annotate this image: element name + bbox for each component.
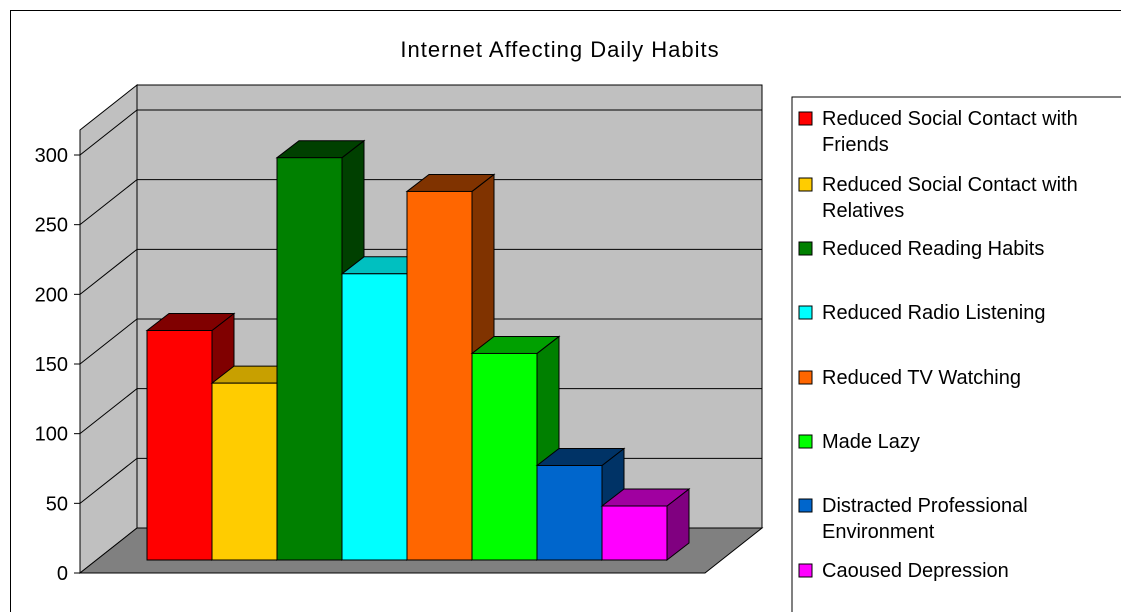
legend-label: Reduced Radio Listening (822, 302, 1046, 324)
legend-label: Reduced Reading Habits (822, 238, 1044, 260)
gridline-diagonal (79, 457, 138, 504)
legend-label: Caoused Depression (822, 560, 1009, 582)
gridline-diagonal (79, 248, 138, 295)
legend-swatch (798, 498, 813, 513)
y-tick-label: 250 (35, 215, 68, 237)
legend-label: Relatives (822, 200, 904, 222)
y-tick-label: 100 (35, 424, 68, 446)
legend-swatch (798, 177, 813, 192)
legend-label: Reduced Social Contact with (822, 108, 1078, 130)
y-tick-label: 150 (35, 354, 68, 376)
legend-swatch (798, 111, 813, 126)
legend-swatch (798, 434, 813, 449)
bar (600, 487, 691, 562)
legend-label: Reduced Social Contact with (822, 174, 1078, 196)
y-tick-label: 50 (46, 493, 68, 515)
legend-swatch (798, 305, 813, 320)
legend-box (791, 96, 1121, 612)
y-axis-ticks: 0 50 100 150 200 250 300 (35, 130, 81, 585)
bar-front (276, 157, 343, 561)
bars (145, 139, 691, 562)
legend-label: Environment (822, 521, 935, 543)
legend: Reduced Social Contact with Friends Reduce… (791, 96, 1121, 612)
gridline-diagonal (79, 179, 138, 226)
gridline-diagonal (79, 318, 138, 365)
legend-label: Made Lazy (822, 431, 920, 453)
legend-label: Distracted Professional (822, 495, 1028, 517)
legend-label: Friends (822, 134, 889, 156)
bar-front (211, 382, 278, 561)
gridline-diagonal (79, 388, 138, 435)
y-tick-label: 300 (35, 145, 68, 167)
legend-swatch (798, 370, 813, 385)
side-wall (79, 83, 138, 575)
bar-front (406, 190, 473, 561)
bar-front (471, 352, 538, 561)
bar-front (146, 330, 213, 561)
chart-title: Internet Affecting Daily Habits (400, 37, 719, 62)
bar-front (601, 505, 668, 561)
bar-front (536, 465, 603, 561)
y-tick-label: 200 (35, 284, 68, 306)
legend-swatch (798, 563, 813, 578)
y-tick-label: 0 (57, 563, 68, 585)
bar-front (341, 273, 408, 561)
legend-label: Reduced TV Watching (822, 367, 1021, 389)
gridline-diagonal (79, 109, 138, 156)
legend-swatch (798, 241, 813, 256)
